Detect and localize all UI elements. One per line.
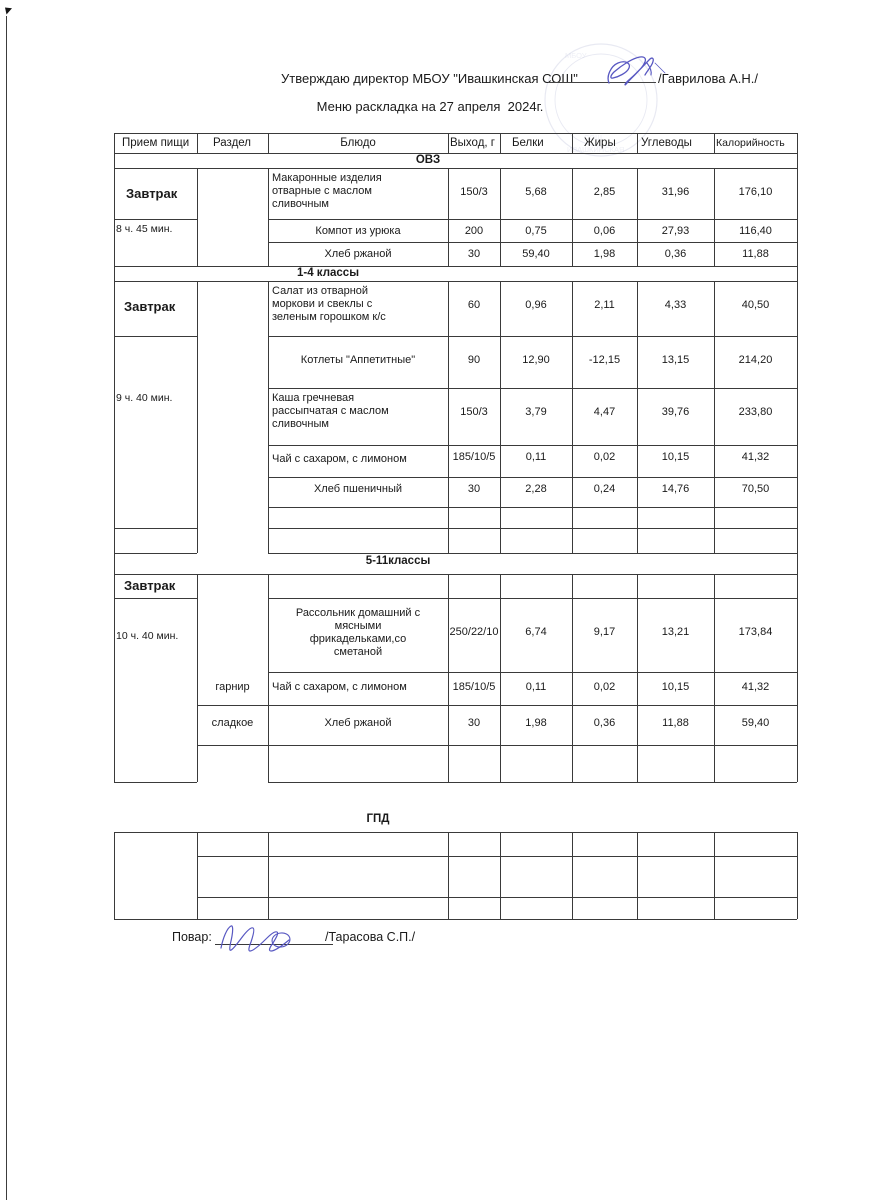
- svg-text:МБОУ: МБОУ: [565, 51, 587, 60]
